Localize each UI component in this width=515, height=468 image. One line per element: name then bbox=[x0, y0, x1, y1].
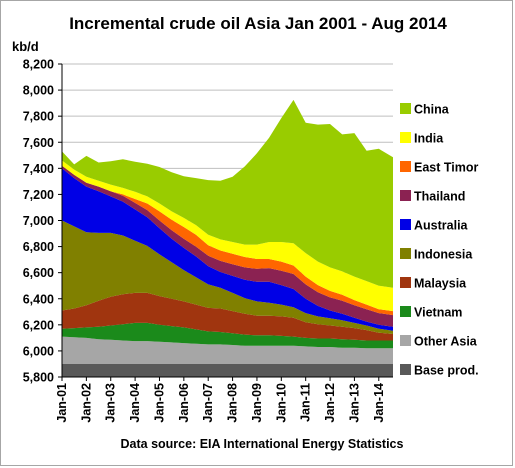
legend-swatch-india bbox=[400, 132, 411, 143]
y-tick-label: 6,600 bbox=[23, 266, 54, 280]
legend-label-vietnam: Vietnam bbox=[414, 306, 462, 320]
area-other-asia bbox=[62, 336, 393, 364]
y-tick-label: 8,200 bbox=[23, 58, 54, 72]
legend-swatch-east-timor bbox=[400, 161, 411, 172]
legend-label-india: India bbox=[414, 132, 444, 146]
x-tick-label: Jan-12 bbox=[323, 383, 337, 423]
x-tick-label: Jan-06 bbox=[177, 383, 191, 423]
data-source-note: Data source: EIA International Energy St… bbox=[121, 437, 404, 451]
legend-label-east-timor: East Timor bbox=[414, 161, 479, 175]
legend-label-other-asia: Other Asia bbox=[414, 335, 478, 349]
x-tick-label: Jan-09 bbox=[250, 383, 264, 423]
y-tick-label: 7,400 bbox=[23, 162, 54, 176]
legend-swatch-base-prod bbox=[400, 364, 411, 375]
x-tick-label: Jan-11 bbox=[299, 383, 313, 422]
legend-label-indonesia: Indonesia bbox=[414, 248, 473, 262]
y-tick-label: 8,000 bbox=[23, 84, 54, 98]
legend-label-base-prod: Base prod. bbox=[414, 364, 479, 378]
y-tick-label: 7,800 bbox=[23, 110, 54, 124]
legend-swatch-malaysia bbox=[400, 277, 411, 288]
legend-label-china: China bbox=[414, 103, 450, 117]
area-malaysia bbox=[62, 292, 393, 341]
y-tick-label: 6,800 bbox=[23, 240, 54, 254]
chart-title: Incremental crude oil Asia Jan 2001 - Au… bbox=[69, 14, 447, 33]
area-indonesia bbox=[62, 220, 393, 334]
x-tick-label: Jan-14 bbox=[372, 383, 386, 423]
area-india bbox=[62, 160, 393, 312]
y-tick-label: 6,000 bbox=[23, 344, 54, 358]
y-tick-label: 7,600 bbox=[23, 136, 54, 150]
legend-label-malaysia: Malaysia bbox=[414, 277, 467, 291]
area-china bbox=[62, 99, 393, 288]
legend-label-thailand: Thailand bbox=[414, 190, 465, 204]
x-tick-labels: Jan-01 Jan-02 Jan-03 Jan-04 Jan-05 Jan-06 Jan-… bbox=[55, 377, 386, 423]
x-tick-label: Jan-04 bbox=[128, 383, 142, 423]
x-tick-label: Jan-03 bbox=[104, 383, 118, 423]
y-tick-label: 6,200 bbox=[23, 318, 54, 332]
y-tick-label: 7,000 bbox=[23, 214, 54, 228]
legend-swatch-australia bbox=[400, 219, 411, 230]
area-east-timor bbox=[62, 165, 393, 316]
area-base-prod bbox=[62, 364, 393, 377]
x-tick-label: Jan-01 bbox=[55, 383, 69, 423]
y-tick-labels: 5,800 6,000 6,200 6,400 6,600 6,800 7,000 7,200… bbox=[23, 58, 62, 385]
y-tick-label: 5,800 bbox=[23, 371, 54, 385]
area-series-group bbox=[62, 99, 393, 377]
area-thailand bbox=[62, 165, 393, 327]
y-tick-label: 7,200 bbox=[23, 188, 54, 202]
legend: China India East Timor Thailand Australia Ind… bbox=[400, 103, 479, 378]
x-tick-label: Jan-08 bbox=[226, 383, 240, 423]
legend-swatch-china bbox=[400, 103, 411, 114]
x-tick-label: Jan-10 bbox=[274, 383, 288, 423]
x-tick-label: Jan-13 bbox=[347, 383, 361, 423]
area-vietnam bbox=[62, 322, 393, 349]
x-tick-label: Jan-05 bbox=[152, 383, 166, 423]
legend-label-australia: Australia bbox=[414, 219, 469, 233]
legend-swatch-vietnam bbox=[400, 306, 411, 317]
legend-swatch-thailand bbox=[400, 190, 411, 201]
legend-swatch-indonesia bbox=[400, 248, 411, 259]
x-tick-label: Jan-07 bbox=[201, 383, 215, 423]
y-axis-unit: kb/d bbox=[12, 39, 39, 54]
legend-swatch-other-asia bbox=[400, 335, 411, 346]
x-tick-label: Jan-02 bbox=[79, 383, 93, 423]
y-tick-label: 6,400 bbox=[23, 292, 54, 306]
